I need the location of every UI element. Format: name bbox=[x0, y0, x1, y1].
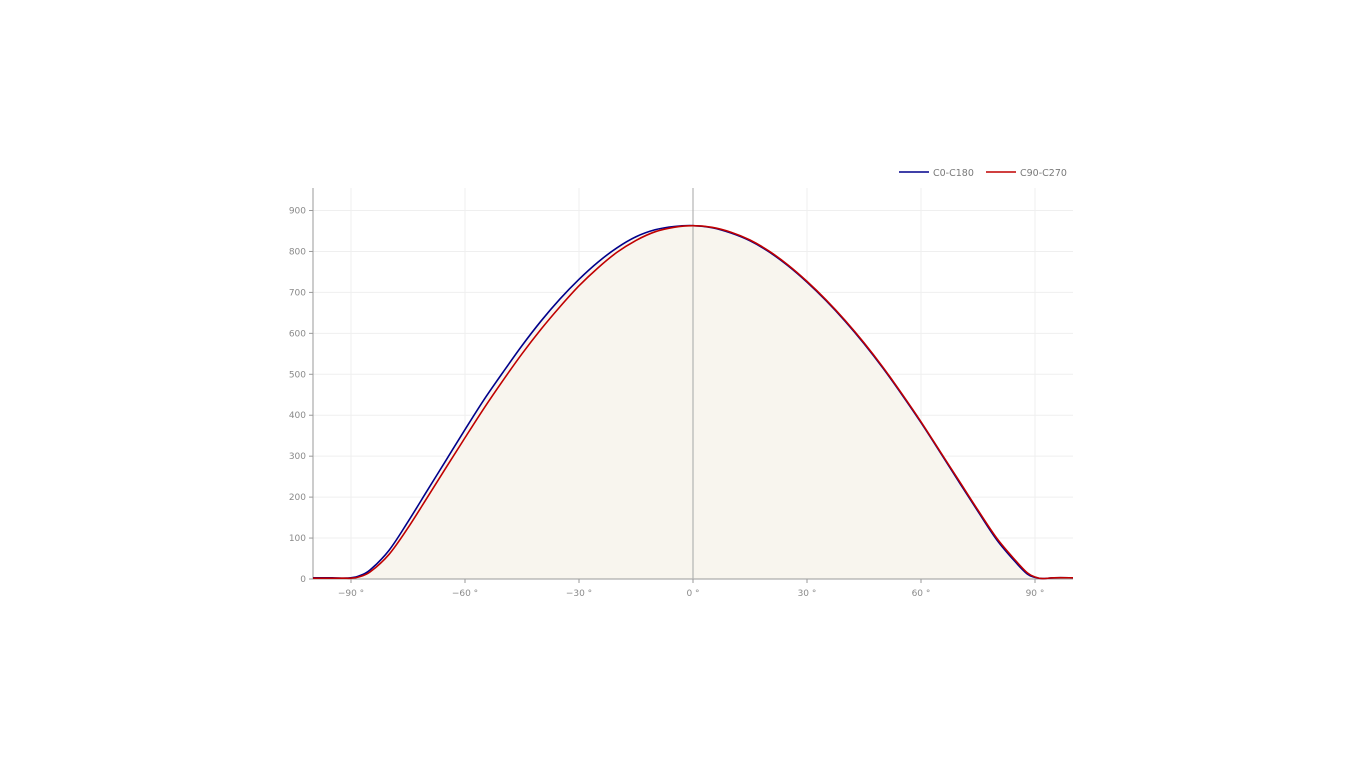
x-tick-label: 30 ° bbox=[798, 589, 817, 599]
x-tick-label: −90 ° bbox=[338, 589, 364, 599]
series-line-C90-C270 bbox=[313, 224, 1074, 580]
x-tick-label: −30 ° bbox=[566, 589, 592, 599]
x-tick-label: 90 ° bbox=[1026, 589, 1045, 599]
y-tick-label: 200 bbox=[289, 493, 306, 503]
series-lines bbox=[312, 224, 1074, 580]
legend-item-C90-C270[interactable]: C90-C270 bbox=[986, 168, 1067, 179]
y-tick-label: 600 bbox=[289, 329, 306, 339]
y-tick-label: 100 bbox=[289, 534, 306, 544]
legend-item-C0-C180[interactable]: C0-C180 bbox=[899, 168, 974, 179]
y-tick-label: 300 bbox=[289, 452, 306, 462]
y-tick-label: 0 bbox=[300, 575, 306, 585]
legend-label: C0-C180 bbox=[933, 168, 974, 179]
y-tick-label: 900 bbox=[289, 207, 306, 217]
legend[interactable]: C0-C180 C90-C270 bbox=[899, 168, 1067, 179]
x-tick-label: 60 ° bbox=[912, 589, 931, 599]
y-tick-label: 500 bbox=[289, 370, 306, 380]
y-tick-label: 400 bbox=[289, 411, 306, 421]
x-tick-label: −60 ° bbox=[452, 589, 478, 599]
x-tick-label: 0 ° bbox=[686, 589, 699, 599]
y-tick-label: 700 bbox=[289, 288, 306, 298]
y-axis-ticks: 0 100 200 300 400 500 600 700 800 900 bbox=[289, 207, 313, 585]
x-axis-ticks: −90 ° −60 ° −30 ° 0 ° 30 ° 60 ° 90 ° bbox=[338, 579, 1045, 599]
y-tick-label: 800 bbox=[289, 247, 306, 257]
legend-label: C90-C270 bbox=[1020, 168, 1067, 179]
